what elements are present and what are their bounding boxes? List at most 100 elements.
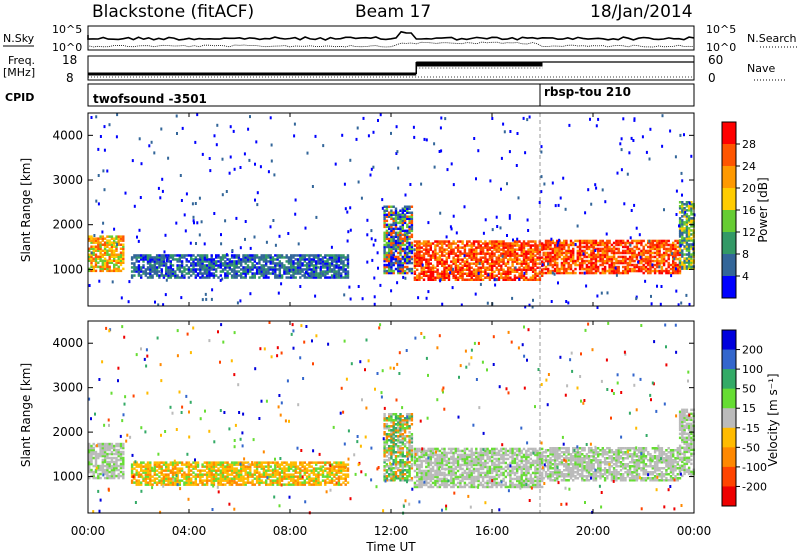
heatmap-cell (459, 240, 462, 243)
heatmap-cell (174, 272, 177, 275)
heatmap-cell (420, 268, 423, 271)
heatmap-cell (167, 270, 170, 273)
heatmap-cell (226, 266, 229, 269)
heatmap-cell (90, 448, 93, 452)
heatmap-cell (324, 272, 327, 275)
heatmap-cell (651, 247, 654, 251)
heatmap-cell (149, 477, 152, 480)
heatmap-cell (319, 483, 322, 486)
scatter-cell (356, 126, 359, 130)
heatmap-cell (665, 251, 668, 255)
heatmap-cell (445, 244, 448, 247)
heatmap-cell (137, 475, 141, 478)
heatmap-cell (653, 255, 657, 259)
heatmap-cell (578, 239, 582, 243)
heatmap-cell (260, 461, 263, 464)
heatmap-cell (158, 264, 161, 267)
heatmap-cell (653, 267, 657, 271)
heatmap-cell (153, 262, 156, 265)
heatmap-cell (534, 244, 537, 247)
heatmap-cell (436, 240, 439, 243)
heatmap-cell (563, 247, 566, 251)
heatmap-cell (208, 266, 211, 269)
heatmap-cell (312, 276, 316, 279)
heatmap-cell (135, 268, 138, 271)
heatmap-cell (290, 264, 293, 267)
heatmap-cell (342, 465, 345, 468)
heatmap-cell (265, 276, 268, 279)
heatmap-cell (251, 479, 254, 482)
heatmap-cell (385, 231, 389, 235)
heatmap-cell (418, 272, 421, 275)
heatmap-cell (142, 465, 145, 468)
heatmap-cell (606, 257, 609, 261)
scatter-cell (556, 243, 559, 247)
heatmap-cell (497, 256, 501, 259)
heatmap-cell (522, 278, 526, 281)
heatmap-cell (479, 258, 482, 261)
scatter-cell (213, 134, 216, 138)
heatmap-cell (210, 268, 213, 271)
heatmap-cell (271, 262, 275, 265)
heatmap-cell (106, 251, 109, 254)
heatmap-cell (538, 242, 542, 245)
heatmap-cell (541, 270, 544, 273)
heatmap-cell (101, 261, 104, 264)
heatmap-cell (226, 481, 229, 484)
heatmap-cell (315, 268, 318, 271)
heatmap-cell (436, 276, 439, 279)
heatmap-cell (397, 461, 400, 464)
heatmap-cell (92, 259, 95, 262)
heatmap-cell (425, 260, 428, 263)
heatmap-cell (394, 209, 398, 212)
heatmap-cell (567, 251, 570, 255)
cpid-label: CPID (5, 91, 34, 104)
heatmap-cell (656, 265, 659, 269)
heatmap-cell (278, 260, 281, 263)
heatmap-cell (171, 463, 175, 466)
heatmap-cell (203, 483, 206, 486)
heatmap-cell (226, 461, 229, 464)
heatmap-cell (319, 270, 322, 273)
heatmap-cell (192, 467, 195, 470)
scatter-cell (423, 137, 426, 141)
heatmap-cell (140, 463, 143, 466)
heatmap-cell (624, 243, 627, 247)
heatmap-cell (394, 443, 398, 446)
heatmap-cell (681, 241, 684, 244)
heatmap-cell (242, 266, 245, 269)
heatmap-cell (481, 260, 485, 263)
heatmap-cell (344, 270, 347, 273)
scatter-cell (645, 150, 648, 154)
heatmap-cell (422, 248, 426, 251)
heatmap-cell (258, 477, 261, 480)
heatmap-cell (394, 249, 398, 253)
heatmap-cell (647, 245, 650, 249)
heatmap-cell (484, 240, 487, 243)
heatmap-cell (681, 209, 684, 212)
heatmap-cell (158, 266, 161, 269)
heatmap-cell (183, 477, 186, 480)
heatmap-cell (542, 263, 545, 267)
heatmap-cell (599, 253, 602, 257)
heatmap-cell (397, 257, 400, 261)
heatmap-cell (509, 276, 512, 279)
heatmap-cell (310, 258, 313, 261)
heatmap-cell (119, 452, 123, 456)
heatmap-cell (92, 456, 95, 460)
heatmap-cell (310, 268, 313, 271)
heatmap-cell (520, 244, 523, 247)
heatmap-cell (624, 259, 627, 263)
heatmap-cell (667, 257, 670, 261)
heatmap-cell (251, 475, 254, 478)
heatmap-cell (90, 269, 93, 273)
heatmap-cell (103, 450, 107, 454)
heatmap-cell (413, 278, 417, 281)
heatmap-cell (99, 472, 102, 476)
heatmap-cell (443, 268, 446, 271)
heatmap-cell (146, 473, 150, 476)
heatmap-cell (92, 247, 95, 250)
heatmap-cell (233, 276, 236, 279)
heatmap-cell (445, 252, 448, 255)
heatmap-cell (219, 260, 222, 263)
